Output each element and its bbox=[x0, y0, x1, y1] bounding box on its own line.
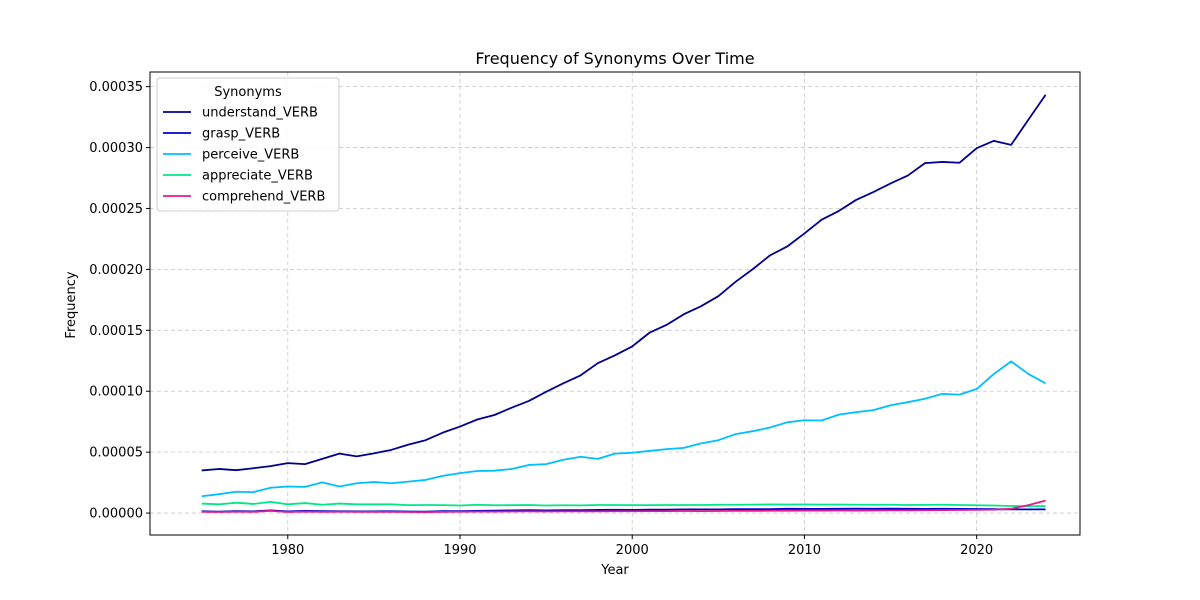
plot-frame bbox=[149, 71, 1081, 536]
series-line-perceive-verb bbox=[201, 360, 1046, 498]
y-tick-label: 0.00025 bbox=[89, 202, 143, 217]
x-axis-ticks: 1980 1990 2000 2010 2020 bbox=[271, 535, 993, 558]
y-axis-ticks: 0.00000 0.00005 0.00010 0.00015 0.00020 0.000… bbox=[89, 80, 150, 522]
x-axis-label: Year bbox=[600, 563, 629, 578]
y-tick-label: 0.00015 bbox=[89, 324, 143, 339]
y-axis-label: Frequency bbox=[64, 271, 79, 338]
series-line-understand-verb bbox=[201, 94, 1047, 472]
legend-label: understand_VERB bbox=[202, 106, 318, 121]
y-tick-label: 0.00000 bbox=[89, 507, 143, 522]
legend: Synonyms understand_VERB grasp_VERBpercei… bbox=[156, 77, 340, 212]
legend-label: grasp_VERB bbox=[202, 127, 280, 142]
legend-title: Synonyms bbox=[214, 85, 282, 100]
legend-item-perceive-verb: perceive_VERB bbox=[163, 148, 299, 163]
legend-item-comprehend-verb: comprehend_VERB bbox=[163, 190, 325, 205]
chart-title: Frequency of Synonyms Over Time bbox=[475, 49, 754, 68]
series-line-comprehend-verb bbox=[201, 499, 1046, 513]
y-tick-label: 0.00005 bbox=[89, 446, 143, 461]
series-line-appreciate-verb bbox=[201, 500, 1046, 508]
legend-box bbox=[156, 77, 340, 212]
x-tick-label: 2020 bbox=[960, 543, 993, 558]
legend-item-grasp-verb: grasp_VERB bbox=[163, 127, 280, 142]
y-tick-label: 0.00020 bbox=[89, 263, 143, 278]
y-tick-label: 0.00010 bbox=[89, 385, 143, 400]
x-tick-label: 2000 bbox=[616, 543, 649, 558]
legend-item-appreciate-verb: appreciate_VERB bbox=[163, 169, 313, 184]
legend-label: perceive_VERB bbox=[202, 148, 299, 163]
legend-item-understand-verb: understand_VERB bbox=[163, 106, 318, 121]
series-lines bbox=[201, 94, 1047, 513]
x-tick-label: 1990 bbox=[443, 543, 476, 558]
y-tick-label: 0.00035 bbox=[89, 80, 143, 95]
legend-items: understand_VERB grasp_VERB perceive_VERBap… bbox=[163, 106, 325, 205]
legend-label: appreciate_VERB bbox=[202, 169, 313, 184]
legend-label: comprehend_VERB bbox=[202, 190, 325, 205]
y-tick-label: 0.00030 bbox=[89, 141, 143, 156]
x-tick-label: 2010 bbox=[788, 543, 821, 558]
x-tick-label: 1980 bbox=[271, 543, 304, 558]
